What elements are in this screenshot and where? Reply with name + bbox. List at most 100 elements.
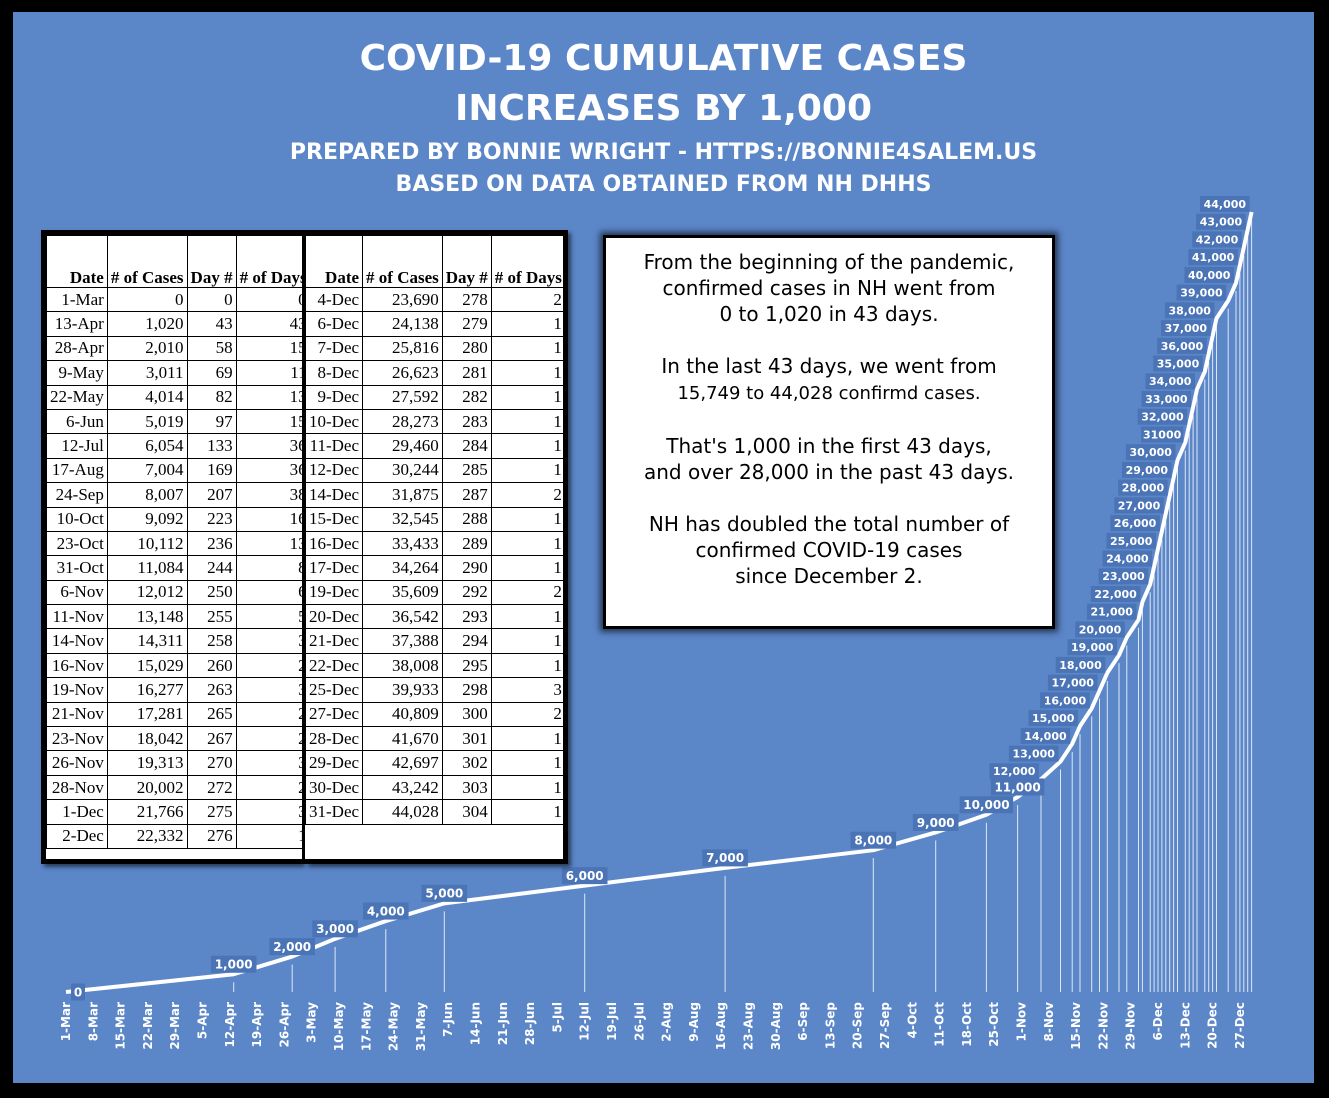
table-cell: 9,092: [106, 506, 188, 532]
summary-line: From the beginning of the pandemic,: [643, 250, 1015, 274]
data-label: 31000: [1141, 426, 1184, 443]
table-cell: 244: [186, 555, 237, 581]
data-label-bg: [1075, 621, 1125, 638]
data-label-text: 33,000: [1145, 393, 1188, 406]
x-tick-label: 10-May: [332, 1002, 346, 1051]
data-label: 10,000: [959, 796, 1014, 814]
data-label: 9,000: [912, 813, 959, 831]
table-cell: 4,014: [106, 384, 188, 410]
summary-paragraph-4: NH has doubled the total number of confi…: [606, 511, 1052, 589]
table-cell: 43: [235, 311, 311, 337]
table-row: 10-Oct 9,092 223 16: [46, 506, 311, 532]
data-label: 17,000: [1047, 674, 1098, 691]
table-cell: 13: [235, 530, 311, 557]
table-header-cell: # of Cases: [106, 235, 188, 288]
series-line: [65, 211, 1254, 994]
table-cell: 6-Nov: [46, 579, 108, 606]
x-tick-label: 25-Oct: [987, 1002, 1001, 1047]
summary-paragraph-1: From the beginning of the pandemic, conf…: [606, 249, 1052, 327]
table-cell: 14,311: [106, 628, 188, 654]
table-cell: 20,002: [106, 774, 188, 801]
x-tick-label: 30-Aug: [769, 1002, 783, 1050]
data-label: 15,000: [1028, 710, 1078, 727]
x-tick-label: 31-May: [414, 1002, 428, 1051]
table-cell: 38,008: [362, 652, 443, 679]
data-label-text: 31000: [1143, 428, 1182, 441]
table-cell: 41,670: [362, 726, 443, 752]
table-row: 22-Dec 38,008 295 1: [304, 652, 566, 679]
data-label-bg: [1196, 213, 1246, 230]
data-label-bg: [1192, 231, 1242, 248]
table-row: 11-Nov 13,148 255 5: [46, 604, 311, 630]
data-label-bg: [71, 983, 85, 1001]
x-tick-label: 22-Nov: [1096, 1002, 1110, 1050]
x-tick-label: 11-Oct: [933, 1002, 947, 1047]
table-cell: 17,281: [106, 701, 188, 728]
data-label-bg: [1102, 550, 1153, 567]
table-cell: 284: [441, 433, 492, 459]
data-label: 18,000: [1055, 656, 1106, 673]
table-cell: 1: [490, 384, 566, 410]
table-cell: 4-Dec: [304, 286, 364, 313]
table-cell: 58: [186, 335, 237, 362]
data-label-text: 26,000: [1114, 517, 1157, 530]
table-row: 9-Dec 27,592 282 1: [304, 384, 566, 410]
table-cell: 303: [441, 774, 492, 801]
data-label-bg: [269, 938, 315, 956]
table-cell: 0: [235, 286, 311, 313]
data-label: 34,000: [1145, 373, 1195, 390]
data-label-bg: [421, 884, 468, 902]
data-label-bg: [1118, 479, 1168, 496]
data-label: 30,000: [1125, 444, 1176, 461]
table-cell: 3: [235, 799, 311, 825]
table-cell: 15: [235, 408, 311, 435]
x-tick-label: 27-Sep: [878, 1002, 892, 1049]
table-cell: 12,012: [106, 579, 188, 606]
table-cell: 2: [235, 701, 311, 728]
table-cell: 283: [441, 408, 492, 435]
data-label-text: 20,000: [1079, 623, 1122, 636]
x-tick-label: 7-Jun: [441, 1002, 455, 1037]
table-cell: 43: [186, 311, 237, 337]
data-label: 4,000: [363, 902, 409, 920]
table-row: 21-Dec 37,388 294 1: [304, 628, 566, 654]
chart-title-line-1: COVID-19 CUMULATIVE CASES: [359, 38, 968, 79]
table-cell: 27,592: [362, 384, 443, 410]
table-cell: 6,054: [106, 433, 188, 459]
table-cell: 19-Dec: [304, 579, 364, 606]
table-cell: 3: [235, 628, 311, 654]
table-row: 30-Dec 43,242 303 1: [304, 774, 566, 801]
data-label-bg: [1106, 532, 1156, 549]
table-cell: 21-Nov: [46, 701, 108, 728]
table-cell: 1: [235, 823, 311, 849]
chart-frame: COVID-19 CUMULATIVE CASES INCREASES BY 1…: [13, 12, 1314, 1083]
table-cell: 21-Dec: [304, 628, 364, 654]
data-label: 26,000: [1110, 515, 1160, 532]
data-label-text: 6,000: [566, 869, 604, 883]
data-label-text: 23,000: [1102, 570, 1145, 583]
table-cell: 258: [186, 628, 237, 654]
table-row: 17-Dec 34,264 290 1: [304, 555, 566, 581]
table-cell: 97: [186, 408, 237, 435]
data-label: 7,000: [702, 849, 748, 867]
table-row: 16-Dec 33,433 289 1: [304, 530, 566, 557]
table-cell: 14-Nov: [46, 628, 108, 654]
table-cell: 6-Dec: [304, 311, 364, 337]
data-label: 13,000: [1008, 745, 1059, 762]
x-tick-label: 14-Jun: [469, 1002, 483, 1045]
table-cell: 19-Nov: [46, 677, 108, 703]
table-row: 19-Dec 35,609 292 2: [304, 579, 566, 606]
data-label-text: 29,000: [1126, 464, 1169, 477]
table-cell: 8-Dec: [304, 360, 364, 386]
data-label: 38,000: [1164, 302, 1215, 319]
data-label-text: 43,000: [1200, 216, 1243, 229]
x-tick-label: 24-May: [387, 1002, 401, 1051]
table-row: 12-Dec 30,244 285 1: [304, 457, 566, 484]
table-cell: 22,332: [106, 823, 188, 849]
table-cell: 28,273: [362, 408, 443, 435]
data-label: 29,000: [1122, 461, 1172, 478]
data-label: 14,000: [1020, 727, 1071, 744]
x-tick-label: 21-Jun: [496, 1002, 510, 1045]
table-cell: 44,028: [362, 799, 443, 825]
data-label: 42,000: [1192, 231, 1242, 248]
